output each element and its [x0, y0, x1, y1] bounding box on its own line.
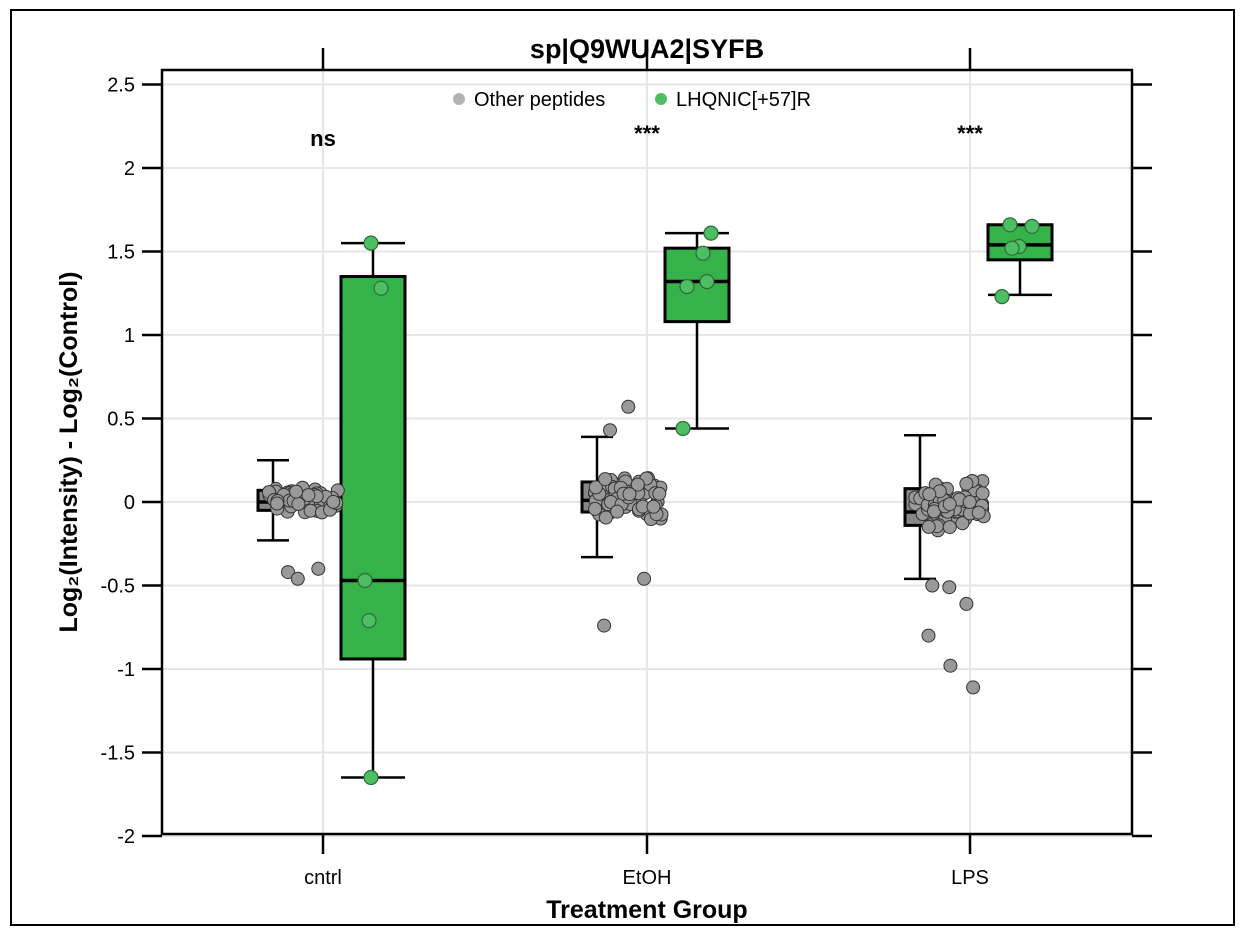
y-tick-label: 0.5 [107, 409, 135, 431]
box-lhqnic-57-r-cntrl [339, 241, 407, 779]
other-peptide-point [955, 516, 970, 531]
other-peptide-point [588, 480, 603, 495]
other-peptide-point [598, 510, 613, 525]
lhqnic-point [1002, 217, 1018, 233]
other-peptide-outlier [966, 680, 981, 695]
other-peptide-point [942, 497, 957, 512]
lhqnic-point [675, 420, 691, 437]
lhqnic-point [357, 572, 373, 589]
lhqnic-point [703, 225, 719, 241]
other-peptide-outlier [597, 618, 612, 633]
other-peptide-outlier [621, 399, 636, 414]
other-peptide-outlier [281, 565, 295, 580]
data-layer [256, 217, 1054, 786]
legend-label-other-peptides: Other peptides [474, 89, 605, 111]
other-peptide-point [326, 494, 341, 509]
significance-label-etoh: *** [634, 121, 660, 146]
lhqnic-point [679, 279, 695, 295]
other-peptide-point [622, 487, 637, 502]
chart-frame [10, 9, 1235, 926]
y-tick-label: -1.5 [101, 743, 135, 765]
lhqnic-point [373, 280, 389, 296]
other-peptide-point [652, 486, 667, 501]
other-peptide-outlier [290, 571, 305, 586]
y-tick-label: 1 [124, 325, 135, 347]
lhqnic-point [994, 289, 1010, 305]
other-peptide-point [630, 477, 645, 492]
other-peptide-point [646, 499, 661, 514]
other-peptide-outlier [925, 578, 940, 593]
x-tick-label: LPS [951, 867, 989, 889]
lhqnic-point [699, 274, 715, 290]
y-axis-title: Log₂(Intensity) - Log₂(Control) [55, 271, 83, 632]
other-peptide-point [610, 504, 625, 519]
lhqnic-point [695, 245, 711, 261]
x-axis-title: Treatment Group [546, 896, 747, 924]
significance-label-cntrl: ns [310, 126, 336, 151]
other-peptide-outlier [921, 628, 936, 643]
other-peptide-point [962, 495, 977, 509]
legend-marker-other-peptides [453, 93, 465, 105]
axis-layer: -2 -1.5 -1 -0.5 0 0.5 1 1.5 2 2.5 cntrl EtOH LPS [101, 48, 1152, 889]
other-peptide-point [289, 484, 304, 499]
significance-label-lps: *** [957, 121, 983, 146]
legend: Other peptides LHQNIC[+57]R [453, 89, 811, 111]
y-tick-label: 2.5 [107, 75, 135, 97]
y-tick-label: 0 [124, 492, 135, 514]
y-tick-label: -2 [117, 826, 135, 848]
y-tick-label: -0.5 [101, 576, 135, 598]
x-tick-label: EtOH [623, 867, 672, 889]
other-peptide-point [922, 487, 937, 502]
other-peptide-outlier [603, 423, 617, 438]
legend-marker-lhqnic [655, 93, 667, 105]
other-peptide-point [588, 501, 603, 516]
box-iqr [339, 275, 407, 661]
lhqnic-point [1024, 218, 1040, 234]
legend-label-lhqnic: LHQNIC[+57]R [676, 89, 811, 111]
other-peptide-outlier [637, 571, 652, 586]
lhqnic-point [363, 769, 379, 786]
y-tick-label: 1.5 [107, 242, 135, 264]
chart-title: sp|Q9WUA2|SYFB [530, 34, 764, 64]
y-tick-label: -1 [117, 659, 135, 681]
y-tick-label: 2 [124, 158, 135, 180]
box-iqr [663, 246, 731, 324]
other-peptide-outlier [942, 580, 957, 595]
other-peptide-outlier [311, 561, 326, 576]
other-peptide-outlier [943, 658, 958, 673]
box-lhqnic-57-r-etoh [663, 231, 731, 430]
other-peptide-outlier [959, 596, 974, 611]
box-lhqnic-57-r-lps [986, 223, 1054, 297]
lhqnic-point [363, 235, 379, 251]
lhqnic-point [361, 612, 377, 629]
other-peptide-point [921, 519, 936, 534]
other-peptide-point [942, 520, 957, 535]
other-peptide-point [975, 486, 990, 501]
other-peptide-point [598, 472, 613, 487]
other-peptide-point [959, 476, 974, 491]
grid-layer [162, 70, 1132, 837]
other-peptide-point [291, 496, 306, 511]
other-peptide-point [270, 496, 285, 511]
other-peptide-point [971, 505, 986, 520]
x-tick-label: cntrl [304, 867, 342, 889]
lhqnic-point [1004, 240, 1020, 256]
